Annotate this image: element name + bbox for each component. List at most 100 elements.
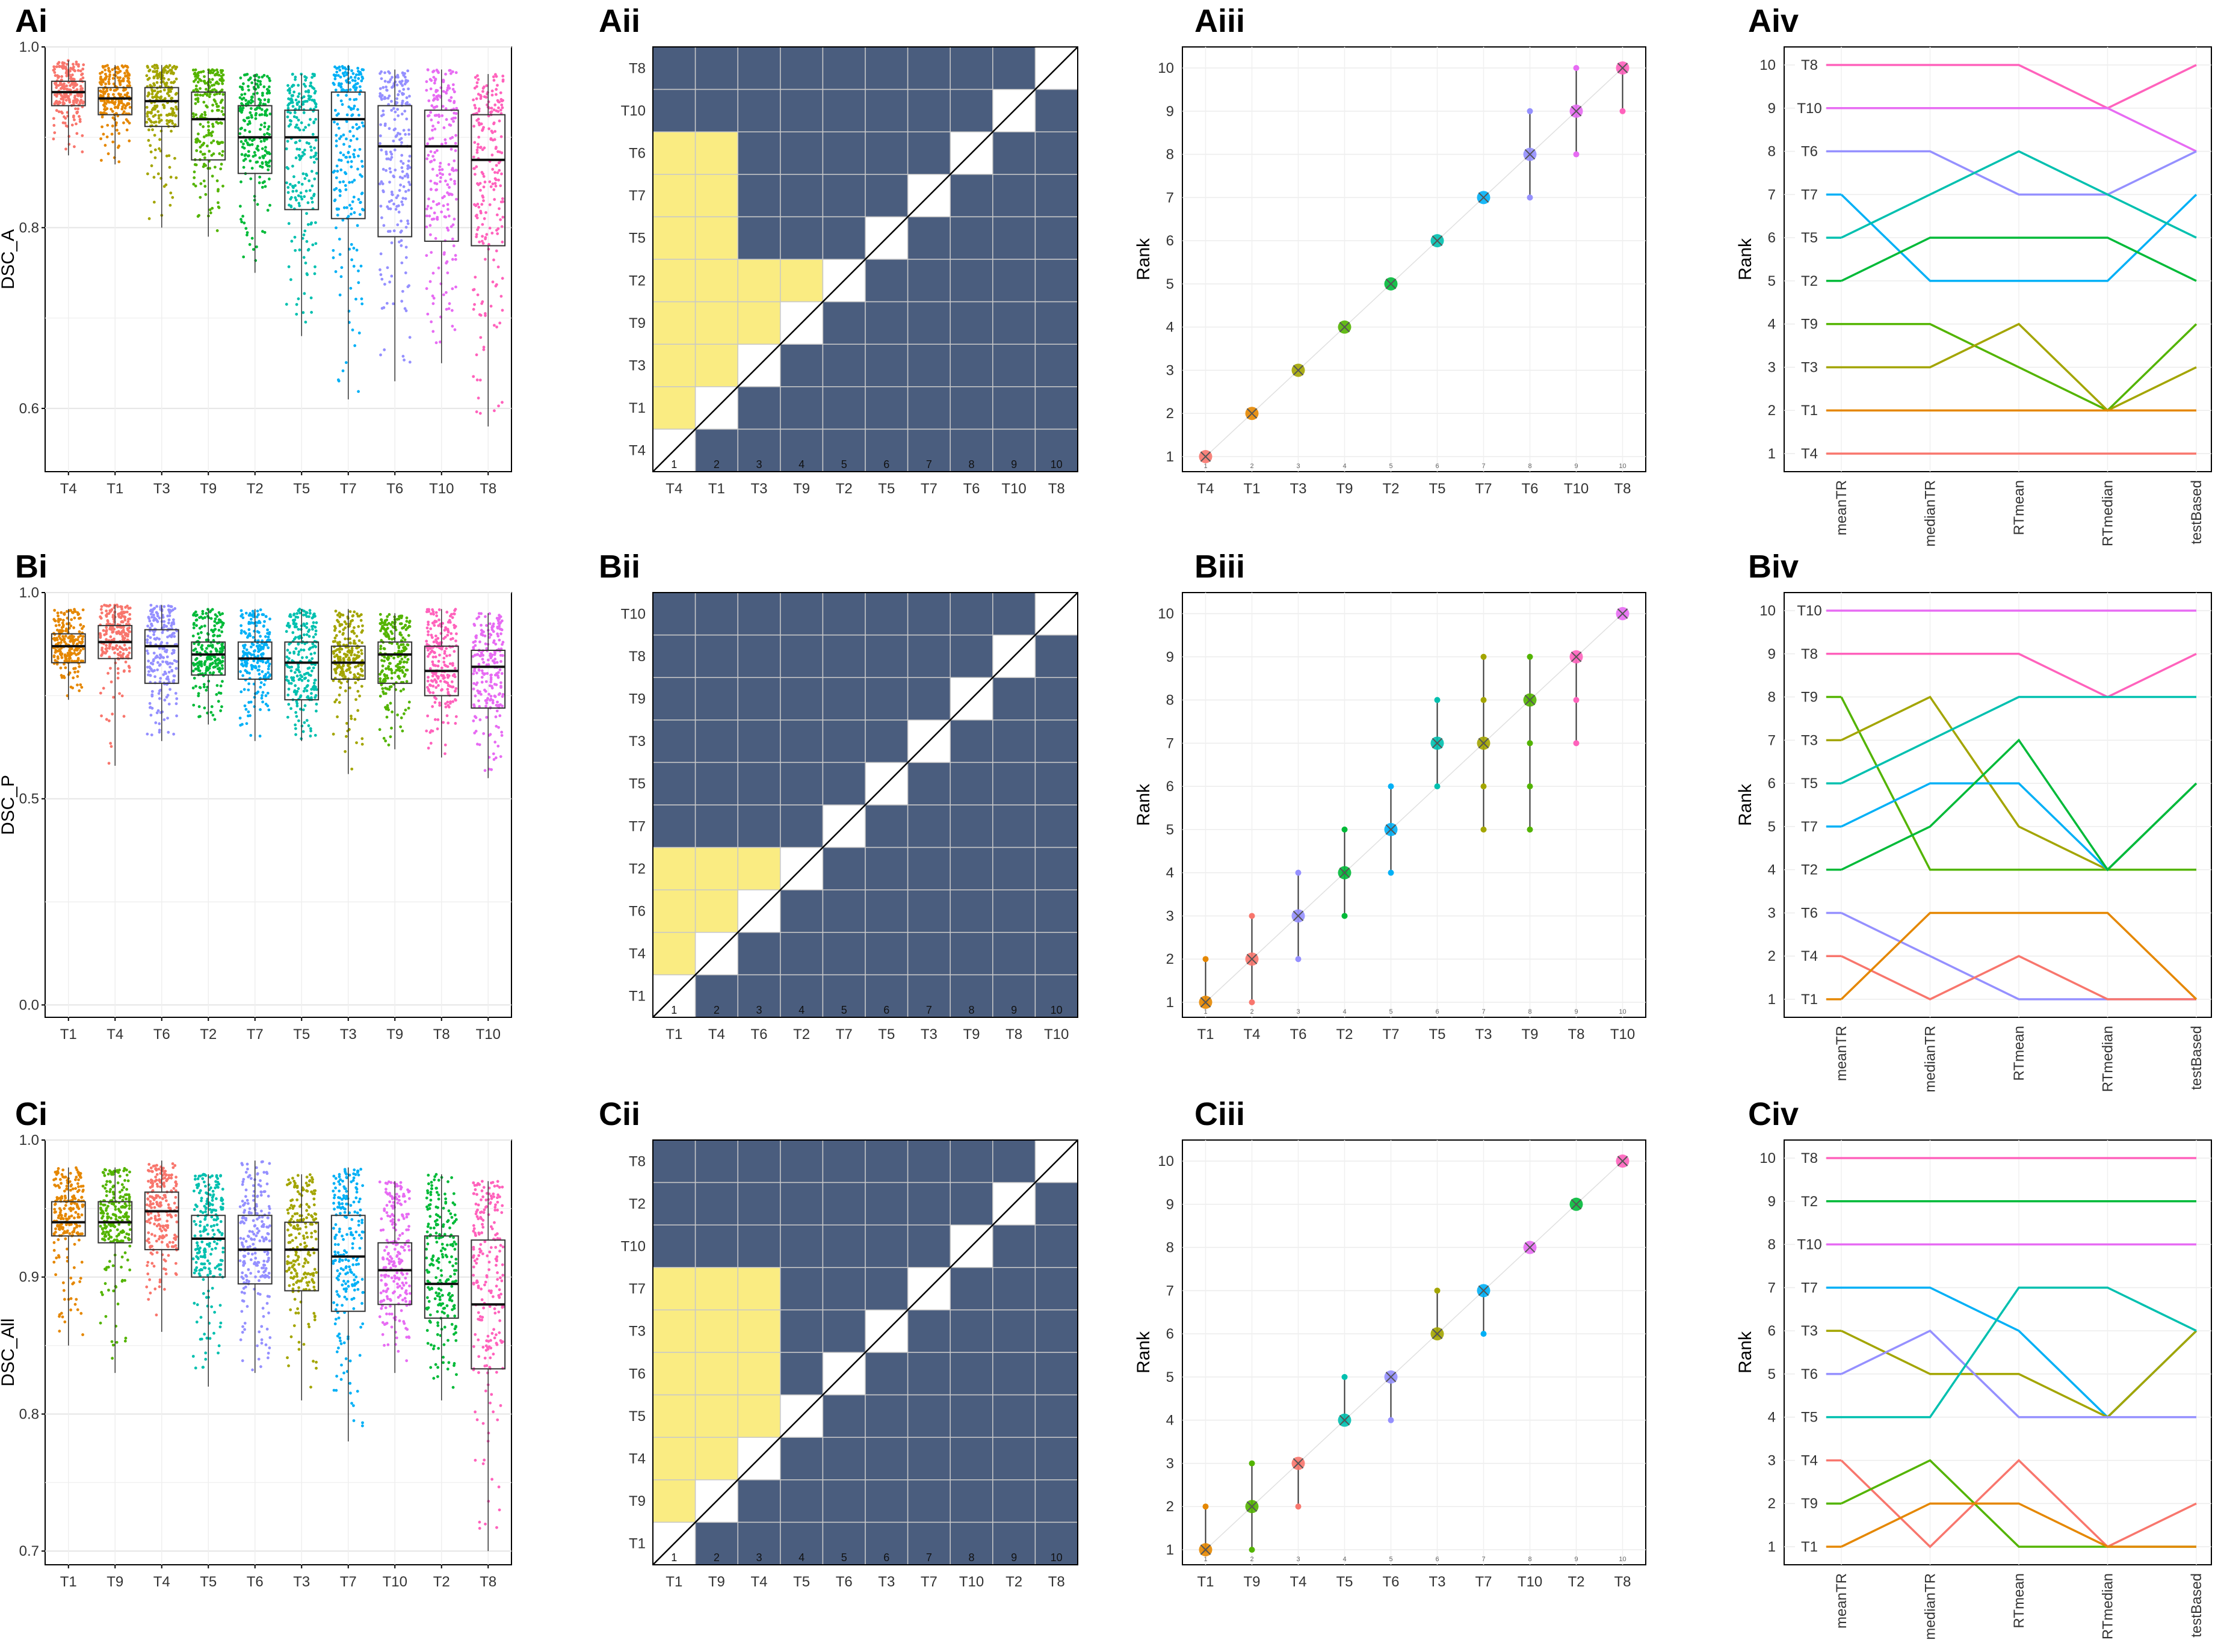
data-point bbox=[307, 724, 310, 727]
data-point bbox=[52, 117, 55, 120]
data-point bbox=[239, 614, 243, 618]
data-point bbox=[209, 710, 213, 714]
data-point bbox=[338, 158, 341, 162]
data-point bbox=[407, 180, 410, 184]
data-point bbox=[244, 707, 248, 711]
data-point bbox=[434, 620, 438, 623]
data-point bbox=[155, 611, 158, 614]
data-point bbox=[164, 66, 167, 69]
data-point bbox=[203, 185, 207, 188]
data-point bbox=[242, 255, 246, 259]
x-tick-label: T3 bbox=[1290, 481, 1306, 497]
y-tick-label: 0.0 bbox=[19, 997, 39, 1013]
data-point bbox=[246, 714, 250, 718]
data-point bbox=[56, 62, 60, 66]
data-point bbox=[378, 94, 382, 98]
data-point bbox=[482, 732, 486, 735]
data-point bbox=[256, 661, 259, 664]
data-point bbox=[288, 91, 291, 94]
data-point bbox=[61, 111, 64, 115]
data-point bbox=[248, 130, 252, 134]
data-point bbox=[477, 78, 480, 81]
data-point bbox=[349, 76, 353, 79]
data-point bbox=[147, 128, 150, 132]
data-point bbox=[249, 111, 252, 114]
data-point bbox=[220, 705, 223, 709]
data-point bbox=[247, 710, 250, 714]
data-point bbox=[378, 268, 382, 271]
data-point bbox=[296, 615, 300, 619]
data-point bbox=[111, 630, 115, 633]
rank-cross bbox=[1293, 365, 1304, 376]
data-point bbox=[454, 257, 457, 261]
data-point bbox=[478, 378, 482, 382]
data-point bbox=[295, 147, 299, 151]
data-point bbox=[445, 118, 448, 122]
data-point bbox=[153, 113, 157, 117]
data-point bbox=[335, 226, 338, 230]
data-point bbox=[425, 729, 428, 733]
data-point bbox=[489, 676, 493, 680]
data-point bbox=[215, 684, 219, 687]
team-label: T1 bbox=[1801, 402, 1818, 419]
x-tick-label: T9 bbox=[386, 1026, 403, 1043]
data-point bbox=[400, 153, 404, 157]
data-point bbox=[378, 142, 382, 145]
data-point bbox=[239, 631, 243, 635]
data-point bbox=[443, 743, 447, 747]
data-point bbox=[379, 353, 382, 357]
data-point bbox=[499, 660, 502, 663]
data-point bbox=[73, 118, 76, 122]
data-point bbox=[348, 203, 351, 207]
data-point bbox=[170, 624, 173, 627]
data-point bbox=[394, 208, 398, 211]
matrix-cell-sig bbox=[737, 88, 781, 132]
data-point bbox=[481, 242, 485, 245]
matrix-cell bbox=[1034, 216, 1078, 260]
data-point bbox=[494, 715, 498, 718]
data-point bbox=[170, 69, 173, 72]
data-point bbox=[385, 618, 389, 621]
data-point bbox=[175, 667, 178, 670]
data-point bbox=[309, 727, 312, 730]
data-point bbox=[400, 261, 404, 265]
matrix-y-label: T2 bbox=[629, 273, 646, 289]
data-point bbox=[291, 105, 295, 108]
data-point bbox=[79, 623, 82, 627]
data-point bbox=[360, 641, 364, 644]
data-point bbox=[161, 660, 164, 664]
data-point bbox=[429, 612, 433, 615]
data-point bbox=[401, 91, 404, 95]
data-point bbox=[356, 108, 359, 111]
data-point bbox=[404, 197, 407, 200]
data-point bbox=[123, 669, 126, 673]
data-point bbox=[58, 648, 61, 652]
data-point bbox=[261, 75, 264, 79]
data-point bbox=[197, 132, 200, 136]
matrix-cell bbox=[907, 301, 951, 345]
data-point bbox=[220, 630, 224, 633]
data-point bbox=[310, 696, 313, 700]
data-point bbox=[440, 168, 444, 171]
data-point bbox=[64, 666, 67, 670]
data-point bbox=[357, 331, 361, 334]
data-point bbox=[344, 184, 347, 187]
data-point bbox=[448, 192, 451, 196]
data-point bbox=[175, 107, 179, 111]
data-point bbox=[287, 688, 291, 691]
matrix-cell-sig bbox=[694, 88, 738, 132]
matrix-cell bbox=[992, 762, 1036, 806]
data-point bbox=[390, 671, 394, 675]
data-point bbox=[116, 648, 119, 651]
data-point bbox=[314, 695, 317, 699]
data-point bbox=[62, 637, 66, 640]
data-point bbox=[496, 232, 499, 235]
data-point bbox=[246, 154, 250, 158]
data-point bbox=[390, 199, 394, 202]
data-point bbox=[454, 168, 458, 172]
data-point bbox=[210, 705, 214, 708]
data-point bbox=[480, 612, 483, 615]
data-point bbox=[215, 140, 219, 144]
data-point bbox=[113, 637, 116, 641]
